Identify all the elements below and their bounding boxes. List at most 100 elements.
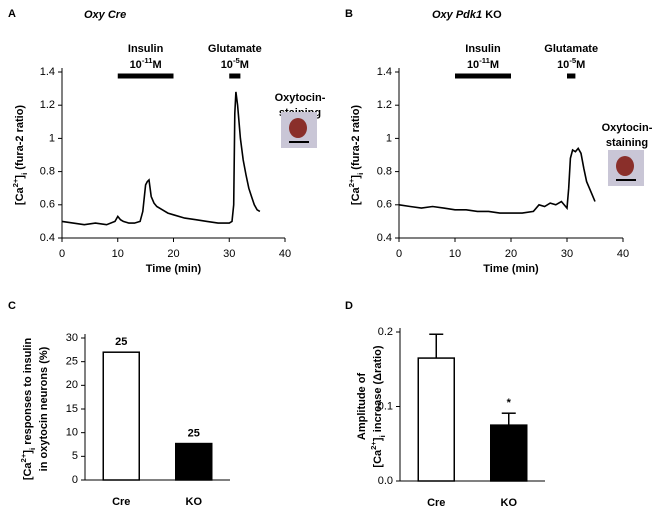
stimulus-conc: 10-5M	[557, 56, 585, 71]
y-tick-label: 15	[66, 403, 78, 415]
panel-title-part: Oxy Pdk1	[432, 9, 482, 21]
stimulus-conc-part: M	[153, 59, 162, 71]
panel-title: Oxy Pdk1 KO	[432, 9, 502, 21]
y-tick-label: 25	[66, 356, 78, 368]
y-tick-label: 0.8	[40, 166, 55, 178]
x-tick-label: 30	[561, 248, 573, 260]
x-axis-title: Time (min)	[146, 263, 202, 275]
y-tick-label: 1.2	[377, 99, 392, 111]
y-axis-title-part: (fura-2 ratio)	[350, 105, 362, 173]
y-tick-label: 0.8	[377, 166, 392, 178]
stimulus-conc-part: M	[490, 59, 499, 71]
panel-title: Oxy Cre	[84, 9, 126, 21]
x-tick-label: 20	[167, 248, 179, 260]
y-axis-title-part: i	[378, 435, 387, 437]
stimulus-label: Glutamate	[544, 43, 598, 55]
y-axis-title-part: 2+	[19, 453, 28, 462]
x-tick-label: 40	[279, 248, 291, 260]
y-tick-label: 10	[66, 427, 78, 439]
x-tick-label: KO	[501, 497, 518, 509]
y-axis-title-part: (fura-2 ratio)	[14, 105, 26, 173]
x-tick-label: Cre	[112, 496, 130, 508]
x-axis-title-part: Time (min)	[146, 263, 202, 275]
stimulus-conc-part: 10	[557, 59, 569, 71]
y-tick-label: 0.2	[378, 326, 393, 338]
stimulus-conc-part: M	[240, 59, 249, 71]
stimulus-conc-part: -5	[233, 56, 241, 65]
panel-title-part: KO	[482, 9, 502, 21]
y-axis-title-part: [Ca	[14, 186, 26, 205]
y-tick-label: 1.2	[40, 99, 55, 111]
y-tick-label: 0.4	[377, 232, 392, 244]
stimulus-label: Insulin	[128, 43, 164, 55]
inset-label: Oxytocin-	[602, 122, 653, 134]
panel-title-part: Oxy Cre	[84, 9, 126, 21]
stimulus-conc-part: -11	[479, 56, 490, 65]
stimulus-conc: 10-5M	[221, 56, 249, 71]
y-tick-label: 20	[66, 379, 78, 391]
bar	[102, 351, 140, 481]
x-axis-title-part: Time (min)	[483, 263, 539, 275]
y-axis-title-part: ]	[372, 437, 384, 441]
y-axis-title-part: 2+	[369, 441, 378, 450]
y-tick-label: 0	[72, 474, 78, 486]
y-axis-title-part: 2+	[347, 178, 356, 187]
panel-letter: C	[8, 300, 16, 312]
inset-label: Oxytocin-	[275, 92, 326, 104]
stimulus-conc-part: -5	[569, 56, 577, 65]
y-axis-title-part: responses to insulin	[22, 338, 34, 448]
bar	[417, 357, 455, 482]
stimulus-conc-part: 10	[130, 59, 142, 71]
y-tick-label: 5	[72, 450, 78, 462]
x-axis-title: Time (min)	[483, 263, 539, 275]
significance-mark: *	[507, 397, 512, 409]
y-axis-title: Amplitude of	[356, 373, 368, 441]
x-tick-label: 20	[505, 248, 517, 260]
x-tick-label: 0	[396, 248, 402, 260]
y-axis-title-part: i	[28, 448, 37, 450]
y-axis-title-part: ]	[14, 175, 26, 179]
y-axis-title: [Ca2+]i increase (Δratio)	[369, 345, 387, 467]
x-tick-label: KO	[186, 496, 203, 508]
stimulus-conc-part: -11	[142, 56, 153, 65]
y-axis-title-part: i	[20, 173, 29, 175]
y-axis-title-part: 2+	[11, 178, 20, 187]
x-tick-label: 40	[617, 248, 629, 260]
y-axis-title-part: increase (Δratio)	[372, 345, 384, 435]
x-tick-label: 10	[112, 248, 124, 260]
y-axis-title-part: [Ca	[350, 186, 362, 205]
trace	[398, 147, 596, 214]
stimulus-label: Glutamate	[208, 43, 262, 55]
n-label: 25	[115, 336, 127, 348]
y-axis-title: [Ca2+]i responses to insulin	[19, 338, 37, 481]
y-axis-title-part: i	[356, 173, 365, 175]
y-tick-label: 0.6	[377, 199, 392, 211]
x-tick-label: 30	[223, 248, 235, 260]
y-axis-title-part: Amplitude of	[356, 373, 368, 441]
stained-cell	[289, 118, 307, 138]
y-axis-title-part: ]	[350, 175, 362, 179]
y-tick-label: 0.0	[378, 475, 393, 487]
y-axis-title: [Ca2+]i (fura-2 ratio)	[347, 105, 365, 205]
inset-label: staining	[606, 137, 648, 149]
panel-letter: A	[8, 8, 16, 20]
bar	[490, 424, 528, 482]
panel-letter: B	[345, 8, 353, 20]
stimulus-conc: 10-11M	[130, 56, 162, 71]
stimulus-conc-part: 10	[221, 59, 233, 71]
stained-cell	[616, 156, 634, 176]
stimulus-label: Insulin	[465, 43, 501, 55]
stimulus-conc-part: 10	[467, 59, 479, 71]
y-tick-label: 1	[49, 132, 55, 144]
y-axis-title: in oxytocin neurons (%)	[38, 346, 50, 471]
bar	[175, 442, 213, 481]
stimulus-conc-part: M	[576, 59, 585, 71]
y-tick-label: 1.4	[377, 66, 392, 78]
y-axis-title-part: in oxytocin neurons (%)	[38, 346, 50, 471]
y-tick-label: 1	[386, 132, 392, 144]
y-axis-title-part: [Ca	[22, 462, 34, 481]
y-tick-label: 0.6	[40, 199, 55, 211]
x-tick-label: Cre	[427, 497, 445, 509]
y-tick-label: 30	[66, 332, 78, 344]
